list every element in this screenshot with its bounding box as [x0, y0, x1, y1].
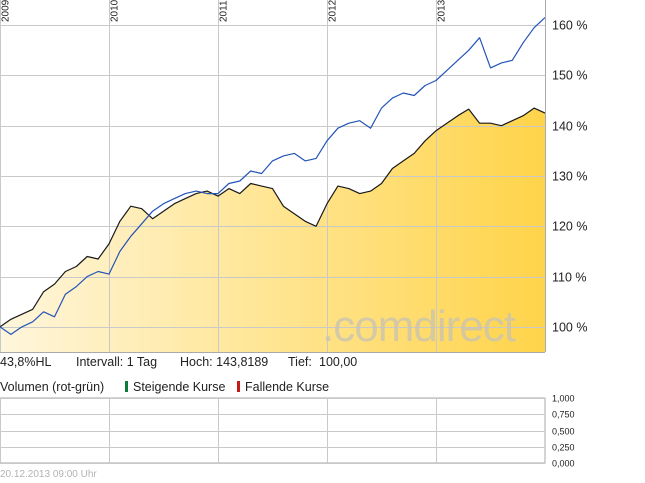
legend-rising-swatch	[125, 381, 128, 392]
legend-rising: Steigende Kurse	[125, 380, 225, 394]
y-tick-label: 140 %	[552, 120, 587, 134]
y-tick-label: 100 %	[552, 321, 587, 335]
x-tick-label: 2012	[328, 0, 339, 22]
legend-falling: Fallende Kurse	[237, 380, 329, 394]
volume-y-tick-label: 1,000	[552, 394, 575, 404]
legend-rising-label: Steigende Kurse	[133, 380, 226, 394]
volume-y-tick-label: 0,750	[552, 410, 575, 420]
volume-y-tick-label: 0,250	[552, 443, 575, 453]
volume-title: Volumen (rot-grün)	[0, 380, 105, 394]
x-tick-label: 2009	[1, 0, 12, 22]
line-layer	[0, 17, 546, 335]
x-tick-label: 2013	[437, 0, 448, 22]
volume-y-tick-label: 0,000	[552, 459, 575, 469]
y-tick-label: 110 %	[552, 271, 587, 285]
x-tick-label: 2011	[219, 0, 230, 22]
area-series-line	[0, 107, 546, 328]
area-layer	[0, 108, 545, 352]
low-value: 100,00	[319, 355, 358, 369]
legend-falling-label: Fallende Kurse	[245, 380, 330, 394]
info-row: 43,8%HL Intervall: 1 Tag Hoch: 143,8189 …	[0, 355, 545, 371]
y-tick-label: 130 %	[552, 170, 587, 184]
x-axis-labels: 2009 2010 2011 2012 2013	[1, 0, 448, 22]
low-label: Tief:	[288, 355, 312, 369]
area-fill	[0, 108, 545, 352]
comdirect-watermark: .comdirect	[322, 302, 516, 351]
y-tick-label: 160 %	[552, 19, 587, 33]
high-value: Hoch: 143,8189	[180, 355, 269, 369]
y-axis-labels: 160 % 150 % 140 % 130 % 120 % 110 % 100 %	[552, 19, 587, 335]
legend-falling-swatch	[237, 381, 240, 392]
x-tick-label: 2010	[110, 0, 121, 22]
volume-plot-frame	[0, 397, 546, 464]
y-tick-label: 150 %	[552, 69, 587, 83]
volume-panel: 1,000 0,750 0,500 0,250 0,000	[0, 394, 575, 469]
grid-layer	[0, 0, 545, 352]
volume-y-tick-label: 0,500	[552, 427, 575, 437]
y-tick-label: 120 %	[552, 220, 587, 234]
instrument-name: 43,8%HL	[0, 355, 52, 369]
volume-header: Volumen (rot-grün) Steigende Kurse Falle…	[0, 380, 545, 396]
comparison-series-line	[0, 17, 546, 335]
interval-label: Intervall: 1 Tag	[76, 355, 158, 369]
timestamp: 20.12.2013 09:00 Uhr	[0, 469, 97, 480]
